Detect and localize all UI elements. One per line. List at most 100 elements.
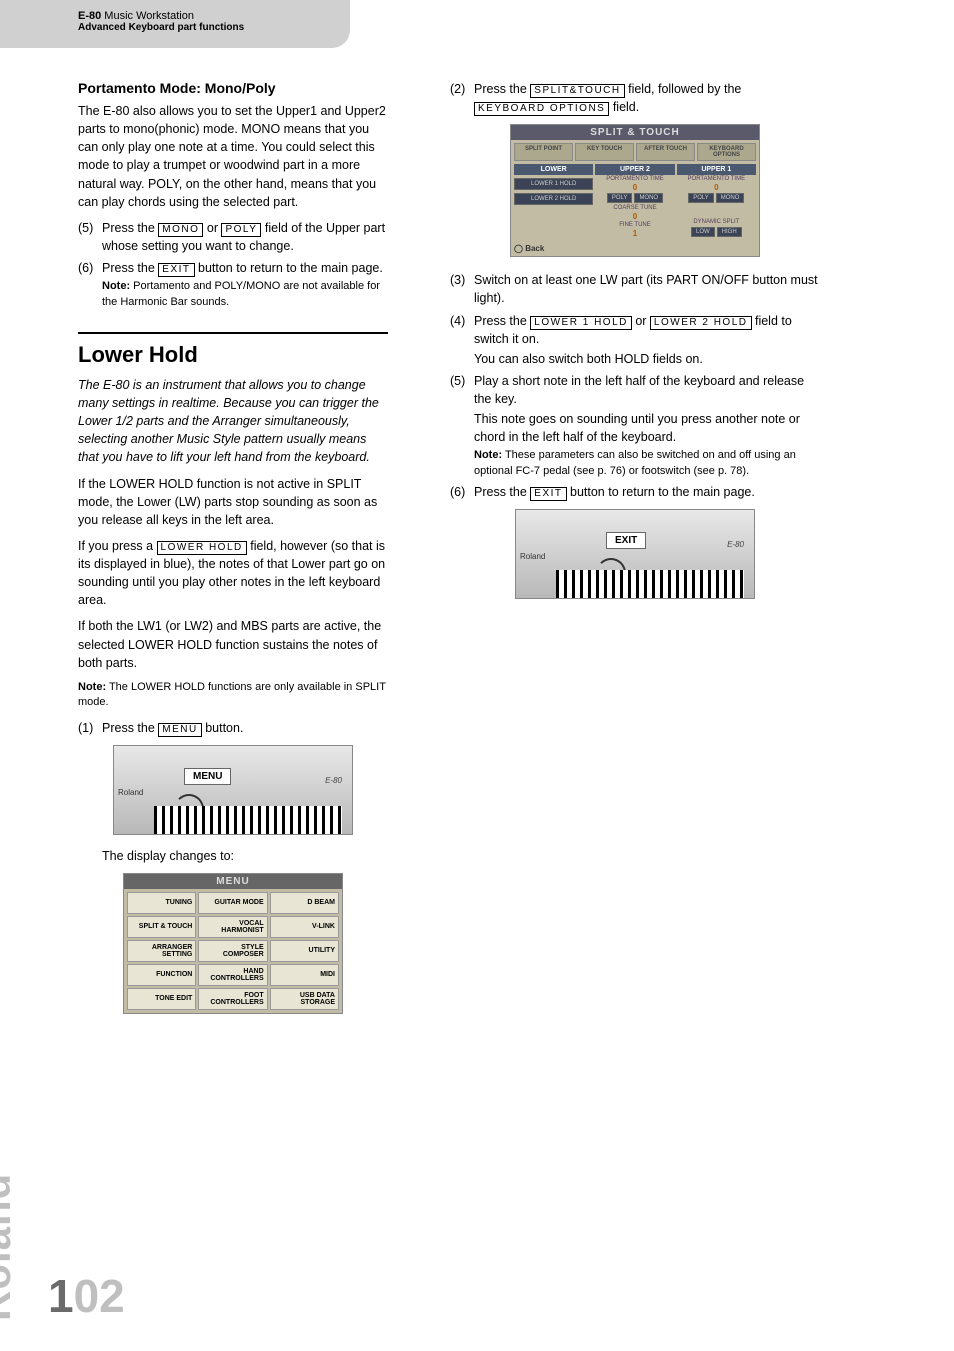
step-number: (2) [450, 80, 474, 116]
r-step-6: (6) Press the EXIT button to return to t… [450, 483, 820, 501]
step5-note: Note: These parameters can also be switc… [474, 448, 820, 479]
exit-callout: EXIT [606, 532, 646, 549]
split-tab: AFTER TOUCH [636, 143, 695, 161]
high-button: HIGH [717, 227, 742, 237]
lower-hold-note: Note: The LOWER HOLD functions are only … [78, 680, 388, 711]
menu-cell: USB DATA STORAGE [270, 988, 339, 1010]
product-name: E-80 [78, 10, 101, 22]
step-6: (6) Press the EXIT button to return to t… [78, 259, 388, 310]
step-body: Play a short note in the left half of th… [474, 372, 820, 479]
lower2-hold-field: LOWER 2 HOLD [650, 316, 752, 330]
menu-cell: VOCAL HARMONIST [198, 916, 267, 938]
brand-watermark: Roland [0, 1173, 20, 1321]
mono-field: MONO [158, 223, 203, 237]
portamento-heading: Portamento Mode: Mono/Poly [78, 80, 388, 96]
section-divider [78, 332, 388, 334]
page-number: 102 [48, 1269, 125, 1323]
lower1-hold-field: LOWER 1 HOLD [530, 316, 632, 330]
step4-extra: You can also switch both HOLD fields on. [474, 350, 820, 368]
menu-cell: TONE EDIT [127, 988, 196, 1010]
exit-field: EXIT [530, 487, 566, 501]
product-suffix: Music Workstation [101, 10, 194, 22]
step-number: (4) [450, 312, 474, 368]
menu-cell: STYLE COMPOSER [198, 940, 267, 962]
keyboard-keys [154, 806, 342, 834]
menu-cell: V-LINK [270, 916, 339, 938]
page-header: E-80 Music Workstation Advanced Keyboard… [0, 0, 350, 48]
exit-field: EXIT [158, 263, 194, 277]
menu-cell: HAND CONTROLLERS [198, 964, 267, 986]
split-tabs: SPLIT POINT KEY TOUCH AFTER TOUCH KEYBOA… [511, 140, 759, 164]
keyboard-keys [556, 570, 744, 598]
step-number: (3) [450, 271, 474, 307]
step-6-note: Note: Portamento and POLY/MONO are not a… [102, 279, 388, 310]
menu-callout: MENU [184, 768, 231, 785]
menu-cell: SPLIT & TOUCH [127, 916, 196, 938]
lh-step-1: (1) Press the MENU button. [78, 719, 388, 737]
menu-field: MENU [158, 723, 201, 737]
menu-cell: FUNCTION [127, 964, 196, 986]
menu-grid: TUNING GUITAR MODE D BEAM SPLIT & TOUCH … [124, 889, 342, 1013]
roland-logo: Roland [520, 552, 545, 561]
header-title: E-80 Music Workstation [78, 10, 350, 22]
menu-cell: FOOT CONTROLLERS [198, 988, 267, 1010]
step-body: Press the EXIT button to return to the m… [474, 483, 820, 501]
split-touch-screenshot: SPLIT & TOUCH SPLIT POINT KEY TOUCH AFTE… [510, 124, 760, 257]
split-tab: KEYBOARD OPTIONS [697, 143, 756, 161]
menu-cell: D BEAM [270, 892, 339, 914]
roland-logo: Roland [118, 788, 143, 797]
step-body: Press the LOWER 1 HOLD or LOWER 2 HOLD f… [474, 312, 820, 368]
mono-button: MONO [634, 193, 663, 203]
menu-cell: UTILITY [270, 940, 339, 962]
menu-cell: GUITAR MODE [198, 892, 267, 914]
split-col-lower: LOWER LOWER 1 HOLD LOWER 2 HOLD [514, 164, 593, 238]
split-col-upper1: UPPER 1 PORTAMENTO TIME 0 POLYMONO DYNAM… [677, 164, 756, 238]
step-number: (1) [78, 719, 102, 737]
menu-cell: MIDI [270, 964, 339, 986]
poly-button: POLY [688, 193, 714, 203]
right-column: (2) Press the SPLIT&TOUCH field, followe… [450, 80, 820, 611]
r-step-4: (4) Press the LOWER 1 HOLD or LOWER 2 HO… [450, 312, 820, 368]
split-columns: LOWER LOWER 1 HOLD LOWER 2 HOLD UPPER 2 … [511, 164, 759, 241]
e80-label: E-80 [325, 776, 342, 785]
page-number-light: 02 [74, 1270, 125, 1322]
lower-hold-p3: If you press a LOWER HOLD field, however… [78, 537, 388, 610]
step-number: (6) [78, 259, 102, 310]
menu-title: MENU [124, 874, 342, 889]
menu-cell: ARRANGER SETTING [127, 940, 196, 962]
step-body: Press the SPLIT&TOUCH field, followed by… [474, 80, 820, 116]
keyboard-figure-menu: MENU Roland E-80 [113, 745, 353, 835]
split-touch-title: SPLIT & TOUCH [511, 125, 759, 140]
page-number-dark: 1 [48, 1270, 74, 1322]
menu-cell: TUNING [127, 892, 196, 914]
poly-button: POLY [607, 193, 633, 203]
step-5: (5) Press the MONO or POLY field of the … [78, 219, 388, 255]
step-number: (6) [450, 483, 474, 501]
step-body: Press the MENU button. [102, 719, 388, 737]
split-tab: KEY TOUCH [575, 143, 634, 161]
lower-hold-field: LOWER HOLD [157, 541, 247, 555]
header-subtitle: Advanced Keyboard part functions [78, 22, 350, 33]
keyboard-figure-exit: EXIT Roland E-80 [515, 509, 755, 599]
left-column: Portamento Mode: Mono/Poly The E-80 also… [78, 80, 388, 1024]
step5-extra: This note goes on sounding until you pre… [474, 410, 820, 446]
mono-button: MONO [716, 193, 745, 203]
poly-field: POLY [221, 223, 261, 237]
step-body: Press the EXIT button to return to the m… [102, 259, 388, 310]
lower-hold-intro: The E-80 is an instrument that allows yo… [78, 376, 388, 467]
r-step-3: (3) Switch on at least one LW part (its … [450, 271, 820, 307]
display-changes-caption: The display changes to: [102, 847, 388, 865]
e80-label: E-80 [727, 540, 744, 549]
r-step-2: (2) Press the SPLIT&TOUCH field, followe… [450, 80, 820, 116]
lower-hold-p4: If both the LW1 (or LW2) and MBS parts a… [78, 617, 388, 671]
split-touch-field: SPLIT&TOUCH [530, 84, 624, 98]
menu-screenshot: MENU TUNING GUITAR MODE D BEAM SPLIT & T… [123, 873, 343, 1014]
step-body: Press the MONO or POLY field of the Uppe… [102, 219, 388, 255]
lower-hold-heading: Lower Hold [78, 342, 388, 368]
portamento-body: The E-80 also allows you to set the Uppe… [78, 102, 388, 211]
step-number: (5) [450, 372, 474, 479]
split-tab: SPLIT POINT [514, 143, 573, 161]
keyboard-options-field: KEYBOARD OPTIONS [474, 102, 609, 116]
r-step-5: (5) Play a short note in the left half o… [450, 372, 820, 479]
back-button: ◯ Back [511, 241, 759, 256]
